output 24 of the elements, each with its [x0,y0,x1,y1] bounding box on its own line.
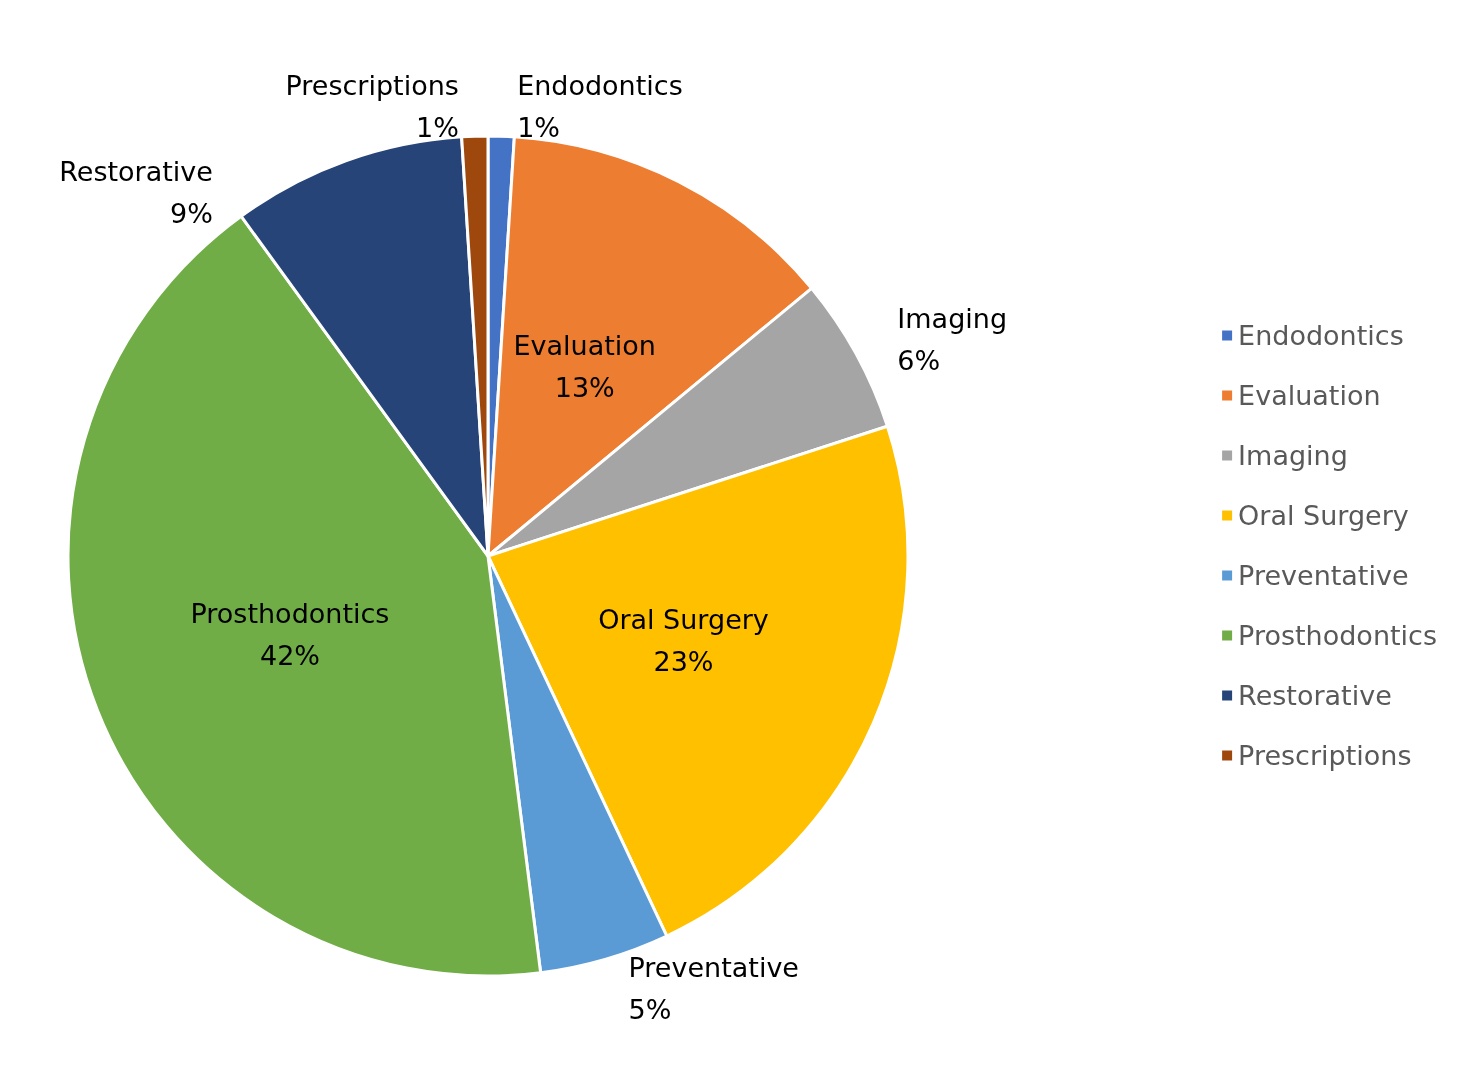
data-label: 1% [416,111,459,143]
data-label: 1% [517,111,560,143]
slice-label: Prosthodontics [190,597,390,629]
slice-label: Preventative [628,951,799,983]
data-label: 9% [170,197,213,229]
legend-label: Prescriptions [1238,740,1412,771]
slice-label: Restorative [59,155,213,187]
legend-label: Endodontics [1238,320,1404,351]
data-label: 13% [554,371,615,403]
legend-label: Oral Surgery [1238,500,1409,531]
slice-label: Oral Surgery [598,604,769,636]
legend-label: Prosthodontics [1238,620,1437,651]
legend-label: Preventative [1238,560,1409,591]
slice-label: Imaging [897,302,1008,334]
slice-label: Prescriptions [285,69,459,101]
data-label: 5% [628,993,672,1025]
data-label: 6% [897,344,941,376]
legend-label: Restorative [1238,680,1392,711]
data-label: 23% [653,646,714,678]
legend-label: Evaluation [1238,380,1381,411]
legend-label: Imaging [1238,440,1348,471]
slice-label: Evaluation [513,329,656,361]
data-label: 42% [259,639,320,671]
slice-label: Endodontics [517,69,683,101]
